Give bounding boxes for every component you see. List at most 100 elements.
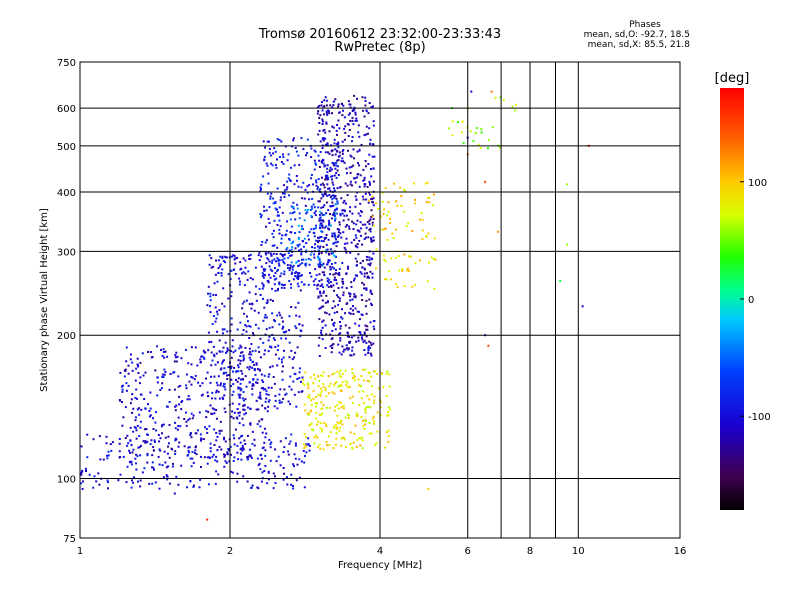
data-point <box>408 269 410 272</box>
data-point <box>251 430 254 433</box>
data-point <box>323 204 326 207</box>
data-point <box>298 212 301 215</box>
data-point <box>368 398 371 401</box>
data-point <box>310 403 313 406</box>
data-point <box>174 453 177 455</box>
data-point <box>303 383 306 386</box>
data-point <box>278 232 281 235</box>
data-point <box>310 205 313 208</box>
data-point <box>363 134 366 137</box>
data-point <box>346 242 349 245</box>
data-point <box>317 295 320 298</box>
data-point <box>155 411 157 414</box>
data-point <box>110 449 113 452</box>
data-point <box>338 228 341 231</box>
data-point <box>362 341 365 344</box>
data-point <box>332 273 335 276</box>
data-point <box>215 432 218 434</box>
data-point <box>497 230 499 233</box>
data-point <box>366 379 369 382</box>
data-point <box>364 411 367 414</box>
data-point <box>280 361 283 364</box>
data-point <box>319 183 322 186</box>
data-point <box>352 148 355 151</box>
data-point <box>130 463 133 466</box>
y-tick-label: 200 <box>57 331 76 342</box>
data-point <box>366 185 369 188</box>
data-point <box>335 164 338 167</box>
data-point <box>322 139 325 142</box>
data-point <box>311 207 314 210</box>
data-point <box>237 387 240 390</box>
data-point <box>381 228 384 231</box>
data-point <box>124 406 127 409</box>
data-point <box>200 466 202 468</box>
data-point <box>344 380 347 383</box>
data-point <box>421 218 424 221</box>
data-point <box>307 443 310 445</box>
data-point <box>209 295 212 298</box>
data-point <box>369 262 372 265</box>
data-point <box>305 258 308 261</box>
data-point <box>384 278 387 280</box>
data-point <box>334 148 337 151</box>
data-point <box>302 148 305 151</box>
data-point <box>200 437 203 440</box>
data-point <box>266 257 269 260</box>
data-point <box>240 370 243 372</box>
data-point <box>321 182 324 185</box>
data-point <box>345 251 348 254</box>
data-point <box>353 94 356 97</box>
data-point <box>161 464 164 467</box>
data-point <box>247 455 250 458</box>
data-point <box>235 370 238 373</box>
data-point <box>240 378 242 381</box>
data-point <box>291 266 294 269</box>
data-point <box>370 304 373 306</box>
data-point <box>260 373 263 376</box>
data-point <box>322 383 325 385</box>
data-point <box>345 446 347 448</box>
data-point <box>237 386 240 389</box>
data-point <box>372 252 375 255</box>
y-tick-label: 400 <box>57 188 76 199</box>
data-point <box>263 353 266 356</box>
data-point <box>261 379 264 382</box>
data-point <box>281 211 284 214</box>
data-point <box>385 395 388 397</box>
data-point <box>364 353 367 356</box>
data-point <box>318 443 321 446</box>
data-point <box>480 128 483 131</box>
data-point <box>352 402 355 404</box>
data-point <box>269 252 272 255</box>
data-point <box>307 384 310 387</box>
data-point <box>286 483 289 486</box>
data-point <box>298 376 301 379</box>
data-point <box>317 344 320 347</box>
data-point <box>106 457 109 460</box>
data-point <box>414 202 417 205</box>
phases-x-line: mean, sd,X: 85.5, 21.8 <box>587 40 690 50</box>
data-point <box>344 125 347 128</box>
data-point <box>134 457 137 460</box>
data-point <box>333 211 336 214</box>
data-point <box>289 267 292 270</box>
data-point <box>368 421 371 424</box>
data-point <box>186 398 189 401</box>
data-point <box>487 344 490 347</box>
data-point <box>356 243 359 246</box>
data-point <box>331 337 334 340</box>
data-point <box>239 452 242 455</box>
data-point <box>242 448 245 451</box>
data-point <box>353 293 356 296</box>
data-point <box>283 446 286 449</box>
data-point <box>99 458 102 461</box>
data-point <box>266 482 269 485</box>
data-point <box>190 436 193 439</box>
data-point <box>312 183 314 186</box>
data-point <box>285 330 288 333</box>
data-point <box>272 252 275 255</box>
data-point <box>232 383 235 386</box>
data-point <box>271 232 274 235</box>
data-point <box>111 441 114 444</box>
